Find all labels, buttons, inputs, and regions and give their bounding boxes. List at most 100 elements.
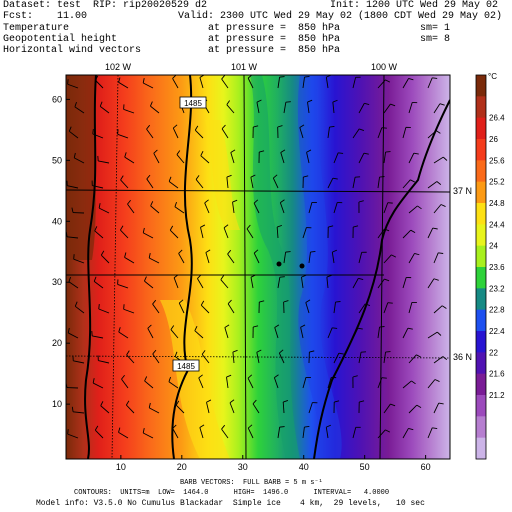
wind-barb (377, 127, 387, 139)
wind-barb (272, 174, 279, 189)
colorbar-swatch (476, 245, 486, 268)
wind-barb (383, 202, 393, 214)
wind-barb (283, 101, 291, 114)
wind-barb (253, 249, 260, 264)
wind-barb (148, 402, 160, 414)
wind-barb (168, 376, 179, 389)
colorbar-tick-label: 25.2 (489, 178, 505, 187)
wind-barb (94, 226, 104, 239)
wind-barb (204, 199, 210, 214)
wind-barb (146, 174, 154, 189)
wind-barb (377, 278, 390, 289)
wind-barb (227, 249, 235, 264)
wind-barb (147, 324, 154, 339)
dataset-label: Dataset: test RIP: rip20020529 d2 (3, 0, 208, 11)
wind-barb (433, 252, 444, 264)
field-level-wind: at pressure = 850 hPa (208, 45, 341, 56)
wind-barb (94, 425, 104, 439)
wind-barb (197, 274, 204, 289)
wind-barb (72, 355, 85, 364)
wind-barb (280, 149, 286, 164)
wind-barb (383, 403, 396, 414)
wind-barb (174, 201, 185, 214)
wind-barb (408, 253, 420, 264)
colorbar-swatch (476, 395, 486, 417)
wind-barb (250, 174, 256, 189)
lon-label-101w: 101 W (231, 62, 258, 72)
colorbar-swatch (476, 117, 486, 140)
y-tick-label: 20 (52, 338, 62, 348)
wind-barb (279, 199, 285, 214)
wind-barb (93, 276, 104, 289)
wind-barb (333, 202, 343, 214)
wind-barb (99, 101, 110, 114)
wind-barb (427, 227, 438, 239)
wind-barb (230, 149, 236, 164)
colorbar-tick-label: 25.6 (489, 156, 505, 165)
lon-label-100w: 100 W (371, 62, 398, 72)
wind-barb (223, 224, 229, 239)
wind-barb (252, 125, 259, 139)
wind-barb (402, 427, 414, 439)
wind-barb (358, 152, 369, 164)
wind-barb (307, 99, 313, 114)
wind-barb (277, 125, 283, 139)
wind-barb (333, 301, 341, 314)
wind-barb (74, 101, 85, 114)
wind-barb (433, 305, 447, 314)
y-tick-label: 30 (52, 277, 62, 287)
colorbar-swatch (476, 139, 486, 161)
colorbar-swatch (476, 75, 486, 97)
wind-barb (377, 326, 385, 339)
wind-barb (142, 227, 154, 239)
wind-barb (352, 225, 359, 239)
wind-barb (221, 75, 229, 89)
wind-barb (73, 152, 85, 164)
wind-barb (433, 402, 444, 414)
contour-value-label: 1485 (177, 362, 195, 371)
colorbar-swatch (476, 96, 486, 119)
wind-barb (71, 207, 85, 214)
wind-barb (402, 229, 416, 239)
field-smoothing-height: sm= 8 (420, 34, 451, 45)
wind-barb (402, 277, 412, 289)
wind-barb (308, 251, 316, 264)
wind-barb (433, 103, 445, 114)
wind-barb (150, 201, 160, 214)
wind-barbs (66, 75, 448, 439)
colorbar-frame (475, 74, 487, 460)
x-tick-label: 20 (177, 462, 187, 472)
wind-barb (327, 327, 338, 339)
wind-barb (176, 150, 185, 164)
station-markers (276, 261, 305, 269)
y-tick-label: 60 (52, 94, 62, 104)
wind-barb (201, 350, 210, 364)
wind-barb (427, 278, 439, 289)
wind-barb (383, 103, 396, 114)
colorbar-swatch (476, 309, 486, 332)
colorbar-tick-label: 24.8 (489, 199, 505, 208)
colorbar-swatch (476, 203, 486, 225)
wind-barb (358, 200, 364, 214)
colorbar-tick-label: 22 (489, 348, 498, 357)
wind-barb (117, 279, 129, 289)
wind-barb (253, 199, 260, 214)
contour-legend: CONTOURS: UNITS=m LOW= 1464.0 HIGH= 1496… (74, 489, 390, 497)
wind-barb (299, 124, 305, 139)
wind-barb (226, 174, 232, 189)
barb-legend: BARB VECTORS: FULL BARB = 5 m s⁻¹ (180, 479, 323, 487)
wind-barb (205, 249, 211, 264)
wind-barb (277, 76, 285, 89)
lat-label-36n: 36 N (453, 352, 472, 362)
wind-barb (256, 99, 262, 114)
temperature-colorbar: °C 26.4 26 25.6 25.2 24.8 24.4 24 23.6 23.2 22.8 2… (475, 72, 505, 460)
wind-barb (252, 325, 259, 339)
wind-barb (256, 349, 262, 364)
height-contours (84, 75, 450, 459)
colorbar-swatch (476, 437, 486, 460)
wind-barb (221, 424, 229, 439)
wind-barb (327, 126, 335, 139)
wind-barb (383, 302, 393, 314)
wind-barb (168, 176, 179, 189)
x-tick-label: 10 (116, 462, 126, 472)
